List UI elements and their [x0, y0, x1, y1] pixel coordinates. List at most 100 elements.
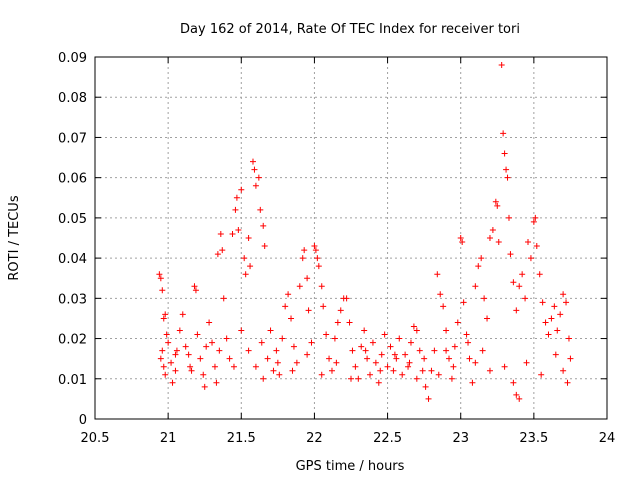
data-point — [220, 295, 227, 302]
data-point — [160, 315, 167, 322]
y-tick-label: 0.07 — [58, 131, 87, 146]
data-point — [459, 239, 466, 246]
data-point — [299, 255, 306, 262]
data-point — [270, 367, 277, 374]
data-point — [247, 263, 254, 270]
data-point — [390, 367, 397, 374]
data-point — [223, 335, 230, 342]
data-point — [425, 395, 432, 402]
data-point — [513, 307, 520, 314]
data-point — [343, 295, 350, 302]
data-point — [318, 371, 325, 378]
data-point — [358, 343, 365, 350]
data-point — [318, 283, 325, 290]
data-point — [440, 303, 447, 310]
data-point — [494, 202, 501, 209]
data-point — [405, 363, 412, 370]
data-point — [428, 367, 435, 374]
data-point — [402, 351, 409, 358]
data-point — [162, 371, 169, 378]
data-point — [505, 214, 512, 221]
data-point — [346, 319, 353, 326]
points-layer — [156, 62, 574, 402]
data-point — [235, 226, 242, 233]
data-point — [273, 347, 280, 354]
data-point — [320, 303, 327, 310]
data-point — [192, 287, 199, 294]
data-point — [454, 319, 461, 326]
data-point — [245, 235, 252, 241]
data-point — [448, 375, 455, 382]
data-point — [472, 283, 479, 290]
data-point — [378, 351, 385, 358]
data-point — [182, 343, 189, 350]
grid-layer — [95, 57, 607, 419]
data-point — [513, 391, 520, 398]
data-point — [301, 247, 308, 254]
data-point — [162, 311, 169, 318]
data-point — [361, 327, 368, 334]
data-point — [548, 315, 555, 322]
data-point — [504, 174, 511, 181]
data-point — [498, 62, 505, 69]
data-point — [169, 379, 176, 386]
data-point — [525, 239, 532, 246]
y-axis-label: ROTI / TECUs — [7, 195, 22, 280]
data-point — [362, 347, 369, 354]
data-point — [478, 255, 485, 262]
data-point — [296, 283, 303, 290]
data-point — [501, 363, 508, 370]
data-point — [475, 263, 482, 270]
data-point — [337, 307, 344, 314]
data-point — [492, 198, 499, 205]
data-point — [206, 319, 213, 326]
data-point — [364, 355, 371, 362]
data-point — [419, 367, 426, 374]
data-point — [308, 339, 315, 346]
data-point — [437, 291, 444, 298]
y-tick-label: 0.06 — [58, 172, 87, 187]
data-point — [522, 295, 529, 302]
data-point — [251, 166, 258, 173]
data-point — [434, 271, 441, 278]
data-point — [557, 311, 564, 318]
data-point — [564, 379, 571, 386]
data-point — [172, 367, 179, 374]
data-point — [213, 379, 220, 386]
data-point — [274, 359, 281, 366]
data-point — [413, 375, 420, 382]
data-point — [393, 355, 400, 362]
data-point — [443, 327, 450, 334]
data-point — [391, 351, 398, 358]
data-point — [530, 218, 537, 225]
data-point — [290, 343, 297, 350]
data-point — [545, 331, 552, 338]
data-point — [421, 355, 428, 362]
y-tick-label: 0 — [79, 413, 87, 428]
y-tick-label: 0.05 — [58, 212, 87, 227]
data-point — [486, 367, 493, 374]
data-point — [188, 367, 195, 374]
data-point — [446, 355, 453, 362]
data-point — [510, 279, 517, 286]
data-point — [211, 363, 218, 370]
data-point — [257, 206, 264, 213]
data-point — [396, 335, 403, 342]
data-point — [377, 367, 384, 374]
data-point — [503, 166, 510, 173]
data-point — [457, 235, 464, 241]
data-point — [305, 307, 312, 314]
data-point — [249, 158, 256, 165]
data-point — [501, 150, 508, 157]
data-point — [288, 315, 295, 322]
data-point — [312, 247, 319, 254]
data-point — [516, 283, 523, 290]
data-point — [355, 375, 362, 382]
data-point — [326, 355, 333, 362]
data-point — [536, 271, 543, 278]
data-point — [238, 186, 245, 193]
data-point — [538, 371, 545, 378]
data-point — [216, 347, 223, 354]
data-point — [323, 331, 330, 338]
